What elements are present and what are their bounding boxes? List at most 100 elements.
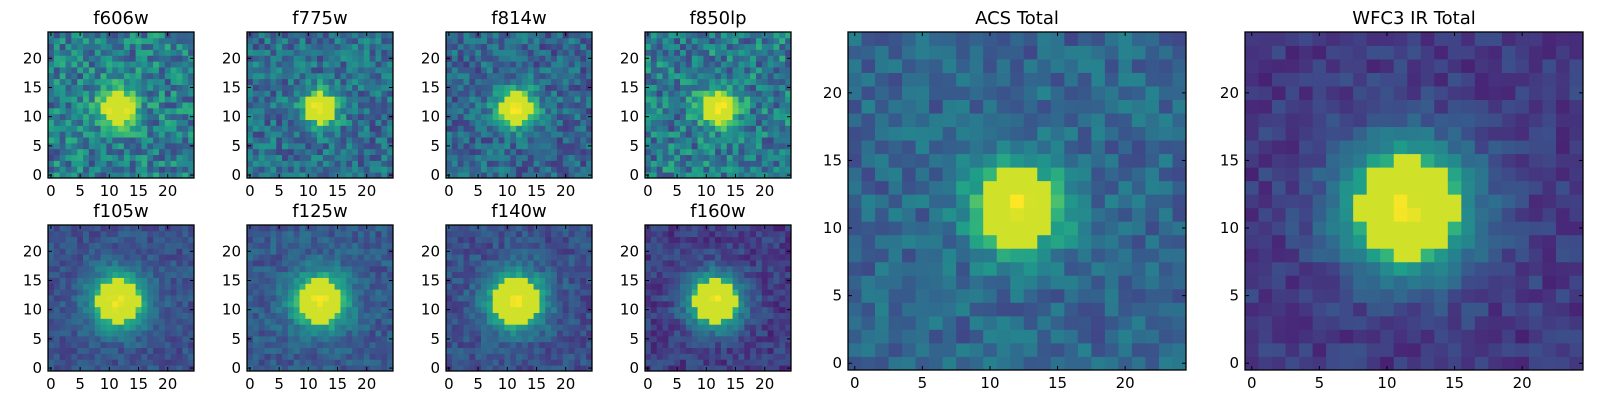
x-tick-label: 0	[46, 375, 56, 393]
pixel-cell	[761, 160, 769, 167]
pixel-cell	[276, 119, 283, 126]
pixel-cell	[674, 37, 681, 45]
pixel-cell	[176, 312, 183, 319]
pixel-cell	[545, 236, 552, 243]
pixel-cell	[732, 72, 739, 80]
pixel-cell	[77, 335, 84, 343]
pixel-cell	[481, 172, 488, 179]
pixel-cell	[293, 289, 300, 296]
pixel-cell	[118, 236, 125, 243]
pixel-cell	[112, 254, 119, 261]
pixel-cell	[293, 283, 300, 290]
pixel-cell	[363, 61, 371, 68]
pixel-cell	[334, 90, 341, 97]
pixel-cell	[100, 341, 107, 349]
pixel-cell	[510, 300, 517, 308]
pixel-cell	[112, 172, 119, 179]
pixel-cell	[112, 107, 119, 115]
pixel-cell	[650, 137, 658, 144]
pixel-cell	[135, 289, 142, 296]
pixel-cell	[153, 295, 160, 302]
pixel-cell	[521, 43, 529, 50]
pixel-cell	[252, 172, 260, 179]
pixel-cell	[492, 295, 499, 302]
pixel-cell	[545, 277, 552, 284]
pixel-cell	[53, 330, 61, 337]
pixel-cell	[77, 61, 84, 68]
pixel-cell	[48, 254, 55, 261]
pixel-cell	[147, 300, 154, 308]
pixel-cell	[83, 142, 90, 150]
pixel-cell	[176, 78, 183, 85]
pixel-cell	[164, 289, 172, 296]
pixel-cell	[252, 318, 260, 325]
pixel-cell	[147, 295, 154, 302]
pixel-cell	[65, 359, 72, 366]
pixel-cell	[744, 166, 751, 173]
pixel-cell	[586, 289, 593, 296]
pixel-cell	[258, 353, 265, 360]
pixel-cell	[153, 260, 160, 267]
pixel-cell	[88, 32, 96, 39]
pixel-cell	[328, 236, 335, 243]
pixel-cell	[357, 125, 365, 132]
pixel-cell	[170, 335, 177, 343]
pixel-cell	[715, 347, 722, 354]
pixel-cell	[71, 324, 78, 331]
pixel-cell	[247, 61, 254, 68]
pixel-cell	[574, 61, 581, 68]
x-tick-label: 10	[498, 182, 517, 200]
pixel-cell	[158, 295, 166, 302]
pixel-cell	[451, 260, 459, 267]
pixel-cell	[463, 341, 470, 349]
pixel-cell	[170, 230, 177, 238]
pixel-cell	[556, 61, 564, 68]
pixel-cell	[650, 359, 658, 366]
pixel-cell	[539, 335, 546, 343]
pixel-cell	[317, 242, 324, 249]
pixel-cell	[451, 119, 459, 126]
pixel-cell	[755, 125, 763, 132]
pixel-cell	[100, 248, 107, 255]
pixel-cell	[264, 102, 271, 109]
pixel-cell	[510, 142, 517, 150]
pixel-cell	[141, 78, 148, 85]
pixel-cell	[71, 67, 78, 74]
pixel-cell	[158, 125, 166, 132]
pixel-cell	[469, 78, 476, 85]
pixel-cell	[346, 289, 353, 296]
pixel-cell	[779, 359, 786, 366]
pixel-cell	[53, 324, 61, 331]
pixel-cell	[176, 318, 183, 325]
pixel-cell	[188, 107, 195, 115]
pixel-cell	[53, 119, 61, 126]
pixel-cell	[697, 142, 704, 150]
pixel-cell	[738, 131, 745, 138]
pixel-cell	[521, 148, 529, 156]
pixel-cell	[83, 283, 90, 290]
pixel-cell	[697, 318, 704, 325]
pixel-cell	[352, 242, 359, 249]
pixel-cell	[252, 277, 260, 284]
pixel-cell	[551, 55, 558, 62]
pixel-cell	[53, 61, 61, 68]
pixel-cell	[71, 166, 78, 173]
pixel-cell	[65, 154, 72, 161]
pixel-cell	[357, 365, 365, 372]
pixel-cell	[158, 102, 166, 109]
pixel-cell	[311, 300, 318, 308]
pixel-cell	[726, 359, 733, 366]
pixel-cell	[65, 347, 72, 354]
pixel-cell	[457, 295, 464, 302]
pixel-cell	[463, 96, 470, 103]
x-tick-label: 5	[473, 182, 483, 200]
pixel-cell	[785, 67, 792, 74]
pixel-cell	[112, 353, 119, 360]
pixel-cell	[375, 324, 382, 331]
pixel-cell	[322, 306, 330, 313]
pixel-cell	[369, 61, 376, 68]
pixel-cell	[715, 341, 722, 349]
pixel-cell	[170, 330, 177, 337]
pixel-cell	[446, 265, 453, 273]
pixel-cell	[176, 37, 183, 45]
